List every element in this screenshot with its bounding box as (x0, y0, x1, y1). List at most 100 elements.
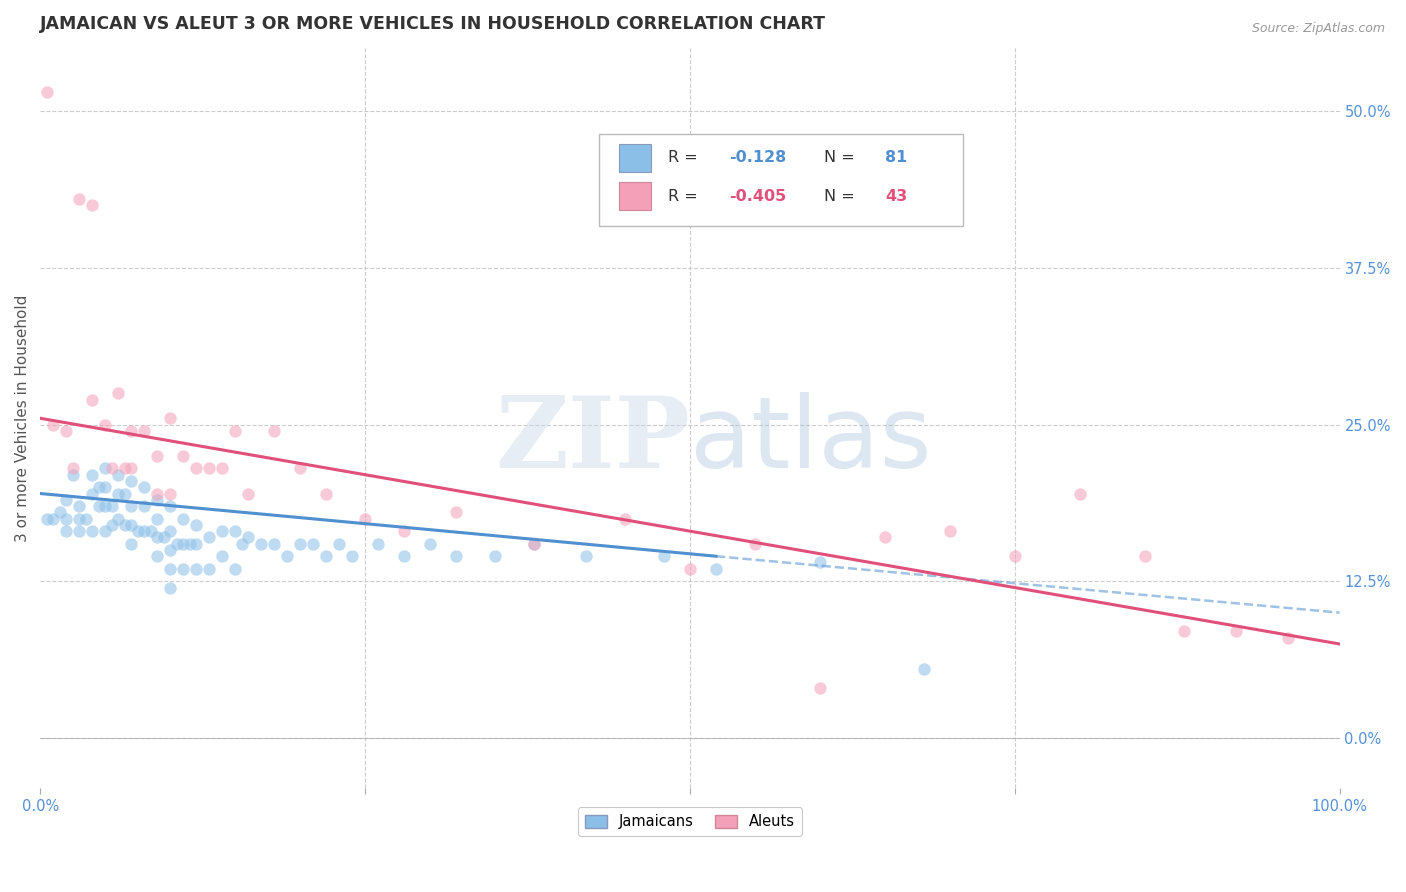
Point (652, 549, 675, 564)
Text: ZIP: ZIP (495, 392, 690, 489)
Text: Source: ZipAtlas.com: Source: ZipAtlas.com (1251, 22, 1385, 36)
Point (67, 524, 90, 538)
Text: N =: N = (824, 151, 855, 165)
Point (87, 499, 110, 513)
Point (35, 511, 58, 525)
Point (120, 461, 142, 475)
Legend: Jamaicans, Aleuts: Jamaicans, Aleuts (578, 806, 803, 837)
Point (198, 461, 221, 475)
Point (107, 511, 129, 525)
Point (159, 562, 181, 576)
Point (808, 556, 831, 570)
Text: 43: 43 (884, 189, 907, 204)
Point (82, 524, 104, 538)
Point (315, 549, 337, 564)
Point (575, 549, 598, 564)
Text: N =: N = (824, 189, 855, 204)
Point (82, 486, 104, 500)
Point (94, 499, 117, 513)
Point (159, 499, 181, 513)
Point (94, 480, 117, 494)
Point (290, 537, 312, 551)
Point (62, 461, 84, 475)
Point (114, 486, 136, 500)
Point (1173, 624, 1195, 639)
Point (224, 524, 246, 538)
Point (392, 524, 415, 538)
Point (134, 480, 156, 494)
Point (67, 192, 90, 206)
Point (238, 530, 260, 544)
Point (172, 511, 194, 525)
Point (198, 530, 221, 544)
Point (367, 537, 389, 551)
Point (120, 499, 142, 513)
Point (186, 461, 208, 475)
Point (82, 392, 104, 407)
Point (679, 562, 702, 576)
Point (159, 543, 181, 558)
Point (179, 537, 201, 551)
Point (315, 486, 337, 500)
Point (120, 424, 142, 438)
Point (146, 492, 169, 507)
FancyBboxPatch shape (599, 134, 963, 226)
Point (172, 537, 194, 551)
Point (1069, 486, 1091, 500)
Point (172, 449, 194, 463)
Point (302, 537, 325, 551)
Point (94, 417, 117, 432)
Point (107, 467, 129, 482)
Point (1133, 549, 1156, 564)
Point (35, 86, 58, 100)
Point (120, 474, 142, 488)
Point (172, 562, 194, 576)
Point (120, 517, 142, 532)
Text: -0.405: -0.405 (728, 189, 786, 204)
Point (263, 424, 285, 438)
Point (704, 562, 727, 576)
Point (912, 662, 935, 676)
Point (159, 524, 181, 538)
Point (42, 511, 65, 525)
Point (224, 424, 246, 438)
Point (159, 486, 181, 500)
Point (55, 524, 77, 538)
Point (67, 499, 90, 513)
Point (82, 198, 104, 212)
Point (75, 511, 97, 525)
Y-axis label: 3 or more Vehicles in Household: 3 or more Vehicles in Household (15, 294, 30, 542)
Point (1225, 624, 1247, 639)
Point (1277, 631, 1299, 645)
Point (114, 461, 136, 475)
Text: R =: R = (668, 189, 697, 204)
Point (523, 537, 546, 551)
Point (290, 461, 312, 475)
Point (127, 524, 149, 538)
Point (1004, 549, 1026, 564)
Point (342, 549, 364, 564)
Point (120, 537, 142, 551)
Point (101, 499, 124, 513)
Point (146, 530, 169, 544)
Point (231, 537, 253, 551)
Point (419, 537, 441, 551)
Text: JAMAICAN VS ALEUT 3 OR MORE VEHICLES IN HOUSEHOLD CORRELATION CHART: JAMAICAN VS ALEUT 3 OR MORE VEHICLES IN … (41, 15, 827, 33)
Point (55, 424, 77, 438)
Point (114, 517, 136, 532)
Point (211, 461, 233, 475)
Point (186, 517, 208, 532)
Text: -0.128: -0.128 (728, 151, 786, 165)
Point (82, 467, 104, 482)
Point (101, 517, 124, 532)
Point (94, 524, 117, 538)
Point (211, 549, 233, 564)
Point (263, 537, 285, 551)
Point (94, 461, 117, 475)
Point (134, 499, 156, 513)
Point (55, 492, 77, 507)
Point (939, 524, 962, 538)
Point (873, 530, 896, 544)
FancyBboxPatch shape (619, 182, 651, 211)
Point (198, 562, 221, 576)
